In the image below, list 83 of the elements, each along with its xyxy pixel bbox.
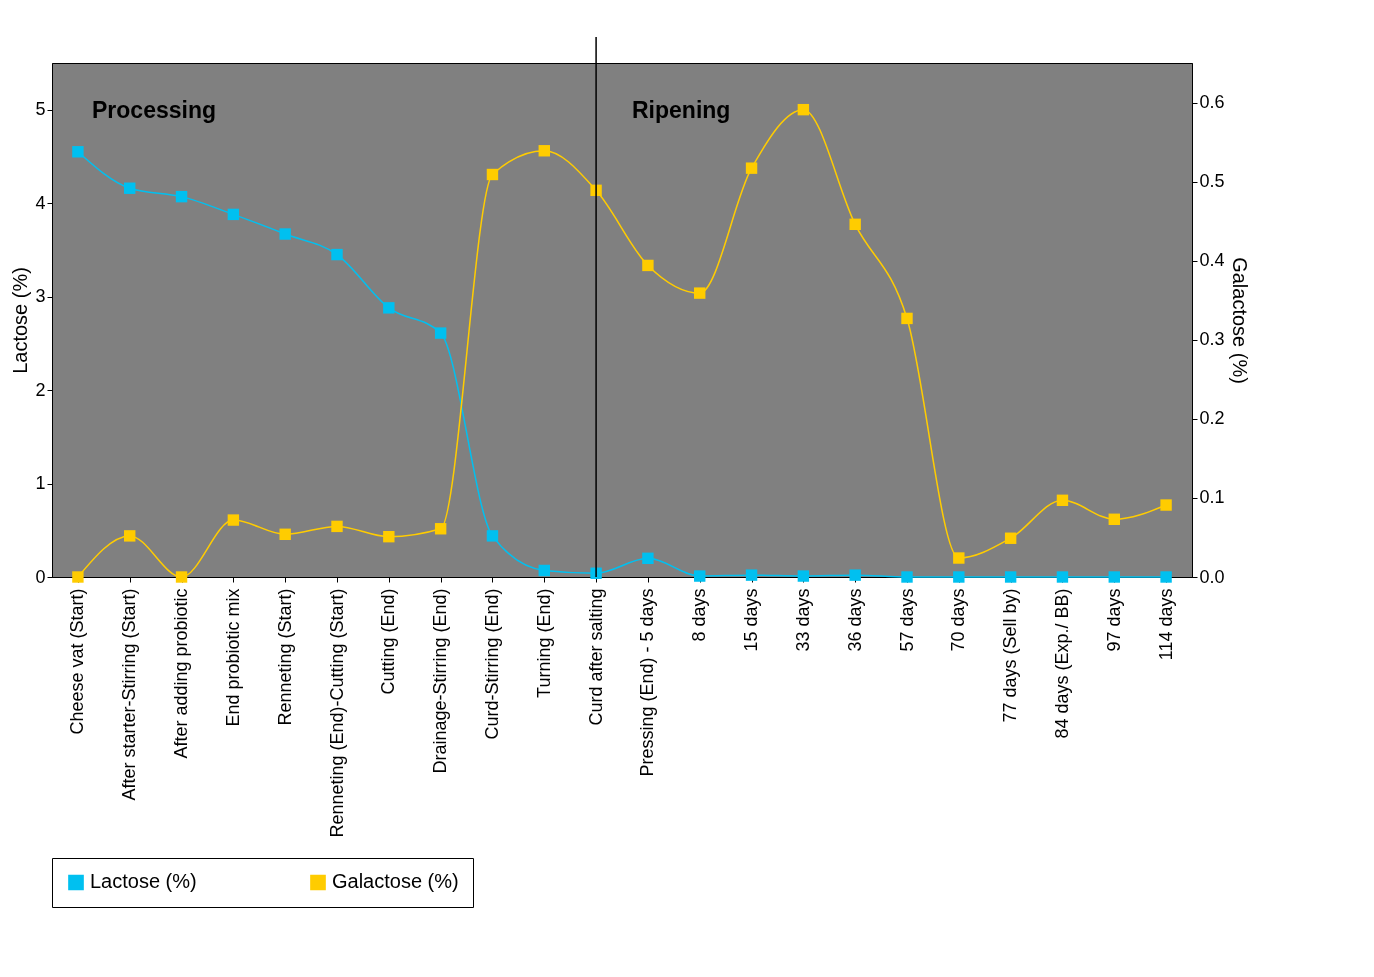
point [797,103,810,116]
x-tick-label: 84 days (Exp./ BB) [1051,588,1072,739]
x-tick-label: Turning (End) [533,588,554,698]
point [797,570,810,582]
y-tick-label: 2 [35,379,46,400]
point [331,520,343,533]
point [486,530,499,542]
point [694,570,706,582]
point [953,552,965,564]
point [849,569,861,581]
x-tick-label: End probiotic mix [222,588,243,727]
x-tick-label: Cutting (End) [378,588,399,695]
x-tick-label: After starter-Stirring (Start) [119,588,140,801]
y2-tick-label: 0.0 [1199,566,1225,587]
point [1056,571,1069,583]
y-tick-label: 0 [35,566,46,587]
annotation: Ripening [632,97,731,123]
point [434,327,447,339]
y2-tick-label: 0.5 [1199,171,1225,192]
point [124,530,136,542]
legend-label: Lactose (%) [90,870,197,893]
point [72,571,84,583]
annotation: Processing [92,97,216,123]
point [175,190,188,203]
point [1108,513,1120,525]
point [434,523,447,535]
x-tick-label: 70 days [948,588,969,652]
point [901,571,913,583]
point [486,168,499,181]
x-tick-label: Pressing (End) - 5 days [637,588,658,777]
x-tick-label: Cheese vat (Start) [67,588,88,735]
point [124,182,136,194]
y2-tick-label: 0.3 [1199,329,1225,350]
y-tick-label: 1 [35,473,46,494]
x-tick-label: Drainage-Stirring (End) [430,588,451,774]
x-tick-label: 15 days [741,588,762,652]
point [694,287,706,299]
x-tick-label: After adding probiotic [171,588,192,759]
point [953,571,965,583]
legend-label: Galactose (%) [332,870,459,893]
point [175,571,188,583]
y-tick-label: 3 [35,286,46,307]
point [227,208,240,221]
point [1004,571,1017,583]
x-tick-label: 97 days [1103,588,1124,652]
point [538,564,550,577]
y2-axis-title: Galactose (%) [1228,257,1251,384]
point [849,218,861,231]
point [1004,532,1017,544]
y2-tick-label: 0.2 [1199,408,1225,429]
y-tick-label: 5 [35,99,46,120]
y2-tick-label: 0.4 [1199,250,1225,271]
x-tick-label: 36 days [844,588,865,652]
y2-tick-label: 0.1 [1199,487,1225,508]
point [279,528,291,540]
x-tick-label: 114 days [1155,588,1176,661]
point [901,312,913,325]
x-tick-label: Renneting (Start) [274,588,295,726]
point [331,248,343,261]
x-tick-label: Curd after salting [585,588,606,726]
x-tick-label: 77 days (Sell by) [1000,588,1021,723]
point [1160,571,1172,583]
point [1056,494,1069,506]
y-tick-label: 4 [35,192,46,213]
point [1108,571,1120,583]
point [538,145,550,157]
y-axis-title: Lactose (%) [9,267,32,374]
point [1160,499,1172,511]
point [745,569,758,581]
point [642,552,654,565]
point [745,162,758,174]
point [383,302,395,314]
point [227,514,240,526]
y2-tick-label: 0.6 [1199,92,1225,113]
x-tick-label: 57 days [896,588,917,652]
point [72,146,84,158]
x-tick-label: Curd-Stirring (End) [481,588,502,740]
point [279,228,291,240]
point [383,530,395,543]
point [642,259,654,272]
x-tick-label: Renneting (End)-Cutting (Start) [326,588,347,838]
x-tick-label: 33 days [792,588,813,652]
x-tick-label: 8 days [689,588,710,642]
